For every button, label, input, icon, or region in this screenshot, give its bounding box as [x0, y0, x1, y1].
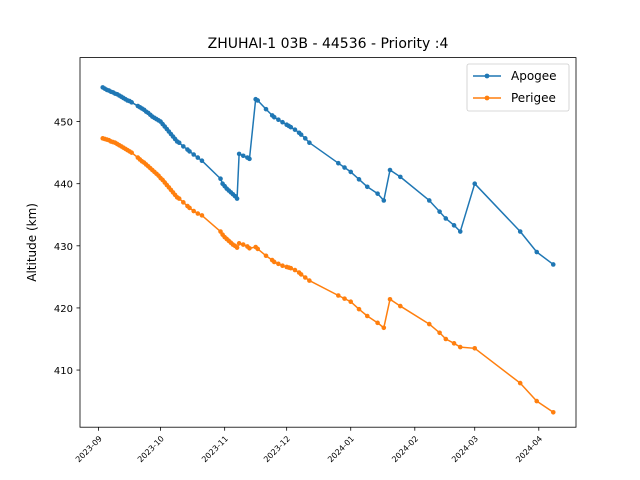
- perigee-point: [302, 275, 308, 280]
- apogee-point: [129, 100, 134, 105]
- plot-frame: [79, 57, 577, 428]
- apogee-point: [176, 140, 182, 145]
- legend-apogee-label: Apogee: [511, 69, 557, 83]
- series-layer: [100, 85, 556, 415]
- apogee-point: [517, 229, 523, 234]
- perigee-point: [457, 344, 463, 350]
- perigee-point: [247, 246, 252, 251]
- apogee-point: [534, 249, 540, 255]
- apogee-point: [457, 229, 463, 234]
- perigee-point: [280, 263, 285, 268]
- legend-perigee-label: Perigee: [511, 91, 556, 105]
- perigee-point: [176, 196, 182, 201]
- apogee-point: [348, 169, 354, 175]
- perigee-point: [187, 205, 192, 211]
- apogee-point: [255, 98, 261, 103]
- perigee-point: [387, 296, 393, 302]
- y-tick-label: 430: [54, 242, 73, 253]
- y-axis-title: Altitude (km): [25, 203, 39, 282]
- apogee-point: [375, 191, 380, 196]
- perigee-point: [240, 242, 246, 247]
- apogee-point: [247, 156, 252, 162]
- perigee-point: [342, 296, 347, 301]
- apogee-point: [236, 151, 242, 157]
- y-tick-label: 440: [54, 180, 73, 191]
- apogee-point: [292, 127, 298, 132]
- perigee-point: [298, 272, 304, 277]
- perigee-point: [443, 336, 449, 342]
- y-tick-label: 420: [54, 304, 73, 315]
- apogee-point: [271, 114, 277, 120]
- perigee-point: [276, 261, 281, 267]
- apogee-point: [276, 117, 281, 123]
- perigee-point: [517, 380, 523, 386]
- perigee-point: [199, 213, 205, 218]
- perigee-point: [472, 346, 478, 351]
- apogee-point: [342, 165, 347, 170]
- perigee-point: [181, 200, 186, 205]
- perigee-point: [263, 253, 269, 259]
- perigee-point: [195, 211, 201, 216]
- apogee-point: [187, 149, 192, 154]
- apogee-point: [387, 167, 393, 173]
- apogee-point: [398, 174, 403, 180]
- perigee-point: [356, 306, 362, 312]
- perigee-point: [426, 321, 432, 327]
- perigee-point: [336, 293, 341, 298]
- apogee-point: [437, 209, 442, 214]
- plot-area: [80, 57, 576, 428]
- apogee-point: [263, 106, 269, 112]
- apogee-point: [218, 176, 223, 182]
- perigee-point: [451, 341, 457, 346]
- apogee-point: [288, 124, 294, 130]
- apogee-point: [443, 216, 449, 221]
- perigee-point: [292, 267, 298, 273]
- perigee-point: [398, 303, 403, 309]
- perigee-point: [348, 299, 354, 305]
- y-tick-label: 450: [54, 118, 73, 129]
- series-apogee: [100, 85, 556, 267]
- perigee-point: [271, 259, 277, 265]
- apogee-point: [336, 160, 341, 166]
- legend-apogee-marker: [484, 73, 490, 79]
- legend: Apogee Perigee: [466, 63, 570, 112]
- perigee-point: [534, 398, 540, 404]
- apogee-point: [426, 198, 432, 203]
- apogee-point: [199, 158, 205, 164]
- perigee-point: [364, 313, 370, 319]
- apogee-point: [550, 262, 556, 267]
- apogee-point: [195, 155, 201, 160]
- perigee-point: [375, 320, 380, 326]
- perigee-point: [307, 278, 312, 283]
- perigee-point: [255, 246, 261, 252]
- perigee-point: [381, 325, 387, 331]
- apogee-point: [302, 136, 308, 141]
- apogee-point: [364, 184, 370, 190]
- series-perigee: [100, 136, 556, 415]
- perigee-point: [437, 330, 442, 336]
- apogee-point: [234, 196, 240, 201]
- apogee-point: [240, 153, 246, 159]
- apogee-point: [356, 177, 362, 182]
- legend-perigee-marker: [484, 95, 490, 101]
- apogee-point: [472, 181, 478, 186]
- perigee-point: [236, 241, 242, 246]
- apogee-point: [191, 152, 196, 157]
- apogee-point: [451, 223, 457, 228]
- apogee-point: [307, 140, 312, 145]
- chart-title: ZHUHAI-1 03B - 44536 - Priority :4: [208, 36, 449, 52]
- apogee-point: [298, 132, 304, 137]
- y-axis-ticks: 410 420 430 440 450: [54, 118, 80, 377]
- perigee-point: [288, 265, 294, 271]
- y-tick-label: 410: [54, 366, 73, 377]
- perigee-point: [129, 150, 134, 155]
- perigee-point: [550, 409, 556, 415]
- perigee-point: [191, 208, 196, 214]
- apogee-point: [280, 119, 285, 125]
- perigee-point: [234, 245, 240, 250]
- apogee-point: [181, 144, 186, 149]
- apogee-point: [381, 198, 387, 203]
